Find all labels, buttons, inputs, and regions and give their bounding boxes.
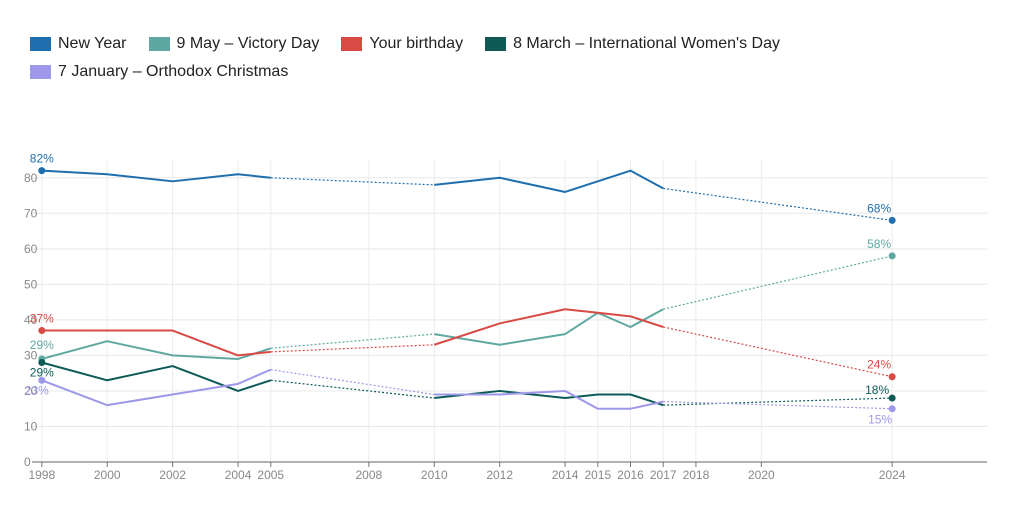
legend-item-womens-day[interactable]: 8 March – International Women's Day	[485, 35, 780, 53]
series-line-dotted	[663, 255, 893, 310]
y-tick-label: 50	[24, 277, 38, 291]
x-tick-label: 2010	[421, 468, 448, 482]
series-line	[434, 389, 664, 407]
data-label: 68%	[867, 201, 891, 215]
x-tick-label: 2018	[683, 468, 710, 482]
data-point	[38, 167, 46, 175]
x-tick-label: 2015	[584, 468, 611, 482]
x-tick-label: 1998	[28, 468, 55, 482]
legend-row-2: 7 January – Orthodox Christmas	[30, 58, 990, 86]
series-line-dotted	[270, 344, 435, 353]
data-point	[38, 327, 46, 335]
data-label: 29%	[30, 366, 54, 380]
x-tick-label: 2014	[552, 468, 579, 482]
data-point	[888, 216, 896, 224]
x-tick-label: 2005	[257, 468, 284, 482]
series-line	[41, 361, 272, 392]
data-label: 18%	[865, 383, 889, 397]
legend-label: New Year	[58, 35, 127, 52]
x-tick-label: 2002	[159, 468, 186, 482]
series-line	[41, 169, 271, 183]
data-label: 15%	[868, 413, 892, 427]
series-line-dotted	[270, 333, 435, 349]
series-line	[434, 389, 664, 410]
legend-swatch	[30, 65, 51, 79]
legend-label: 7 January – Orthodox Christmas	[58, 63, 289, 80]
x-tick-label: 2020	[748, 468, 775, 482]
series-line-dotted	[663, 397, 893, 406]
legend-swatch	[485, 37, 507, 51]
x-tick-label: 2017	[650, 468, 677, 482]
y-tick-label: 80	[24, 171, 38, 185]
series-line-dotted	[663, 187, 893, 221]
data-point	[888, 405, 896, 413]
legend-item-victory-day[interactable]: 9 May – Victory Day	[148, 35, 320, 53]
data-point	[888, 394, 896, 402]
x-tick-label: 2004	[225, 468, 252, 482]
y-tick-label: 30	[24, 348, 38, 362]
legend: New Year 9 May – Victory Day Your birthd…	[30, 30, 990, 86]
series-line	[433, 308, 664, 346]
y-tick-label: 70	[24, 206, 38, 220]
legend-row-1: New Year 9 May – Victory Day Your birthd…	[30, 30, 990, 58]
series-line	[41, 368, 272, 407]
y-tick-label: 10	[24, 419, 38, 433]
data-point	[888, 373, 896, 381]
series-line	[41, 329, 271, 357]
legend-item-orthodox-christmas[interactable]: 7 January – Orthodox Christmas	[30, 63, 288, 81]
y-tick-label: 0	[24, 455, 31, 469]
data-point	[888, 252, 896, 260]
x-tick-label: 2016	[617, 468, 644, 482]
x-tick-label: 2012	[486, 468, 513, 482]
y-tick-label: 20	[24, 384, 38, 398]
series-line	[434, 308, 664, 346]
y-tick-label: 40	[24, 313, 38, 327]
series-line	[434, 169, 664, 193]
legend-swatch	[341, 37, 363, 51]
data-label: 82%	[30, 152, 54, 166]
series-line-dotted	[270, 177, 435, 186]
legend-label: Your birthday	[369, 35, 464, 52]
x-tick-label: 2000	[94, 468, 121, 482]
series-line-dotted	[663, 401, 893, 410]
data-label: 23%	[25, 383, 49, 397]
legend-swatch	[30, 37, 51, 51]
x-tick-label: 2008	[356, 468, 383, 482]
data-label: 24%	[867, 358, 891, 372]
series-line-dotted	[270, 379, 435, 399]
data-label: 58%	[867, 237, 891, 251]
data-point	[38, 376, 46, 384]
legend-item-new-year[interactable]: New Year	[30, 35, 127, 53]
series-line	[41, 340, 272, 360]
series-line-dotted	[270, 369, 435, 396]
y-tick-label: 60	[24, 242, 38, 256]
legend-item-birthday[interactable]: Your birthday	[341, 35, 463, 53]
legend-label: 9 May – Victory Day	[176, 35, 320, 52]
legend-label: 8 March – International Women's Day	[513, 35, 780, 52]
data-label: 37%	[30, 312, 54, 326]
series-line-dotted	[663, 326, 893, 378]
x-tick-label: 2024	[879, 468, 906, 482]
data-point	[38, 359, 46, 367]
data-label: 29%	[30, 338, 54, 352]
legend-swatch	[148, 37, 170, 51]
